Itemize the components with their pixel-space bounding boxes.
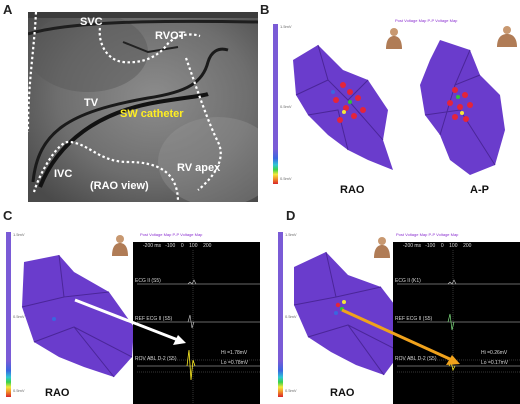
view-label-rao-d: RAO bbox=[330, 387, 355, 399]
map-title-b: Post Voltage Map P-P Voltage Map bbox=[395, 18, 458, 23]
map-mesh-ap-b bbox=[420, 40, 505, 175]
sw-catheter bbox=[38, 92, 209, 188]
panel-d: D 1.5mV 0.5mV 0.5mV Post Voltage Map P-P… bbox=[260, 202, 520, 404]
hi-value-c: Hi =1.78mV bbox=[221, 350, 248, 356]
panel-d-label: D bbox=[286, 208, 296, 223]
panel-a-label: A bbox=[3, 2, 13, 17]
catheter-upper bbox=[28, 19, 258, 36]
colorbar-bottom: 0.5mV bbox=[13, 388, 25, 393]
ecg-scale-c: -200 ms -100 0 100 200 bbox=[143, 243, 212, 249]
colorbar-mid: 0.5mV bbox=[285, 314, 297, 319]
fluoroscopy-image bbox=[28, 12, 258, 202]
lead-2-c: REF ECG II (S5) bbox=[135, 316, 173, 322]
map-mesh-rao-c bbox=[21, 254, 134, 378]
panel-a: A SVC RVOT TV SW catheter RV apex IVC (R… bbox=[0, 0, 260, 202]
panel-c-label: C bbox=[3, 208, 13, 223]
label-rv-apex: RV apex bbox=[177, 162, 221, 174]
lo-value-c: Lo =0.78mV bbox=[221, 360, 249, 366]
label-tv: TV bbox=[84, 97, 99, 109]
catheter-loop bbox=[31, 47, 229, 183]
view-label-rao-b: RAO bbox=[340, 184, 365, 196]
map-mesh-rao-b bbox=[293, 44, 393, 170]
view-label-ap-b: A-P bbox=[470, 184, 489, 196]
colorbar-top: 1.5mV bbox=[285, 232, 297, 237]
hi-value-d: Hi =0.26mV bbox=[481, 350, 508, 356]
label-rao-view: (RAO view) bbox=[90, 180, 149, 192]
colorbar-bottom: 0.5mV bbox=[285, 388, 297, 393]
lead-2-d: REF ECG II (S5) bbox=[395, 316, 433, 322]
colorbar-bottom: 0.5mV bbox=[280, 176, 292, 181]
ecg-traces-c bbox=[137, 250, 260, 404]
voltage-colorbar bbox=[6, 232, 11, 397]
ecg-panel-d: -200 ms -100 0 100 200 ECG II (K1) REF E… bbox=[393, 242, 520, 404]
ecg-scale-d: -200 ms -100 0 100 200 bbox=[403, 243, 472, 249]
label-ivc: IVC bbox=[54, 168, 73, 180]
map-title-c: Post Voltage Map P-P Voltage Map bbox=[140, 232, 203, 237]
view-label-rao-c: RAO bbox=[45, 387, 70, 399]
ivc-outline bbox=[32, 140, 180, 202]
torso-icon bbox=[497, 26, 517, 47]
ecg-traces-d bbox=[397, 250, 520, 404]
panel-b-label: B bbox=[260, 2, 270, 17]
colorbar-mid: 0.5mV bbox=[280, 104, 292, 109]
panel-c: C 1.5mV 0.5mV 0.5mV Post Voltage Map P-P… bbox=[0, 202, 260, 404]
lead-3-c: ROV ABL D-2 (S5) bbox=[135, 356, 177, 362]
colorbar-mid: 0.5mV bbox=[13, 314, 25, 319]
torso-icon bbox=[374, 237, 390, 258]
lo-value-d: Lo =0.17mV bbox=[481, 360, 509, 366]
map-title-d: Post Voltage Map P-P Voltage Map bbox=[396, 232, 459, 237]
ecg-panel-c: -200 ms -100 0 100 200 ECG II (S5) REF E… bbox=[133, 242, 260, 404]
label-sw-catheter: SW catheter bbox=[120, 108, 184, 120]
label-rvot: RVOT bbox=[155, 30, 186, 42]
svc-outline bbox=[28, 12, 38, 133]
voltage-colorbar bbox=[273, 24, 278, 184]
panel-b: B 1.5mV 0.5mV 0.5mV Post Voltage Map P-P… bbox=[260, 0, 520, 202]
arrow-c bbox=[74, 298, 186, 345]
arrow-d bbox=[341, 308, 460, 365]
colorbar-top: 1.5mV bbox=[280, 24, 292, 29]
torso-icon bbox=[386, 28, 402, 49]
label-svc: SVC bbox=[80, 16, 103, 28]
lead-1-d: ECG II (K1) bbox=[395, 278, 421, 284]
lead-3-d: ROV ABL D-2 (S5) bbox=[395, 356, 437, 362]
lead-1-c: ECG II (S5) bbox=[135, 278, 161, 284]
colorbar-top: 1.5mV bbox=[13, 232, 25, 237]
voltage-colorbar bbox=[278, 232, 283, 397]
torso-icon bbox=[112, 235, 128, 256]
rvot-outline bbox=[98, 27, 201, 64]
